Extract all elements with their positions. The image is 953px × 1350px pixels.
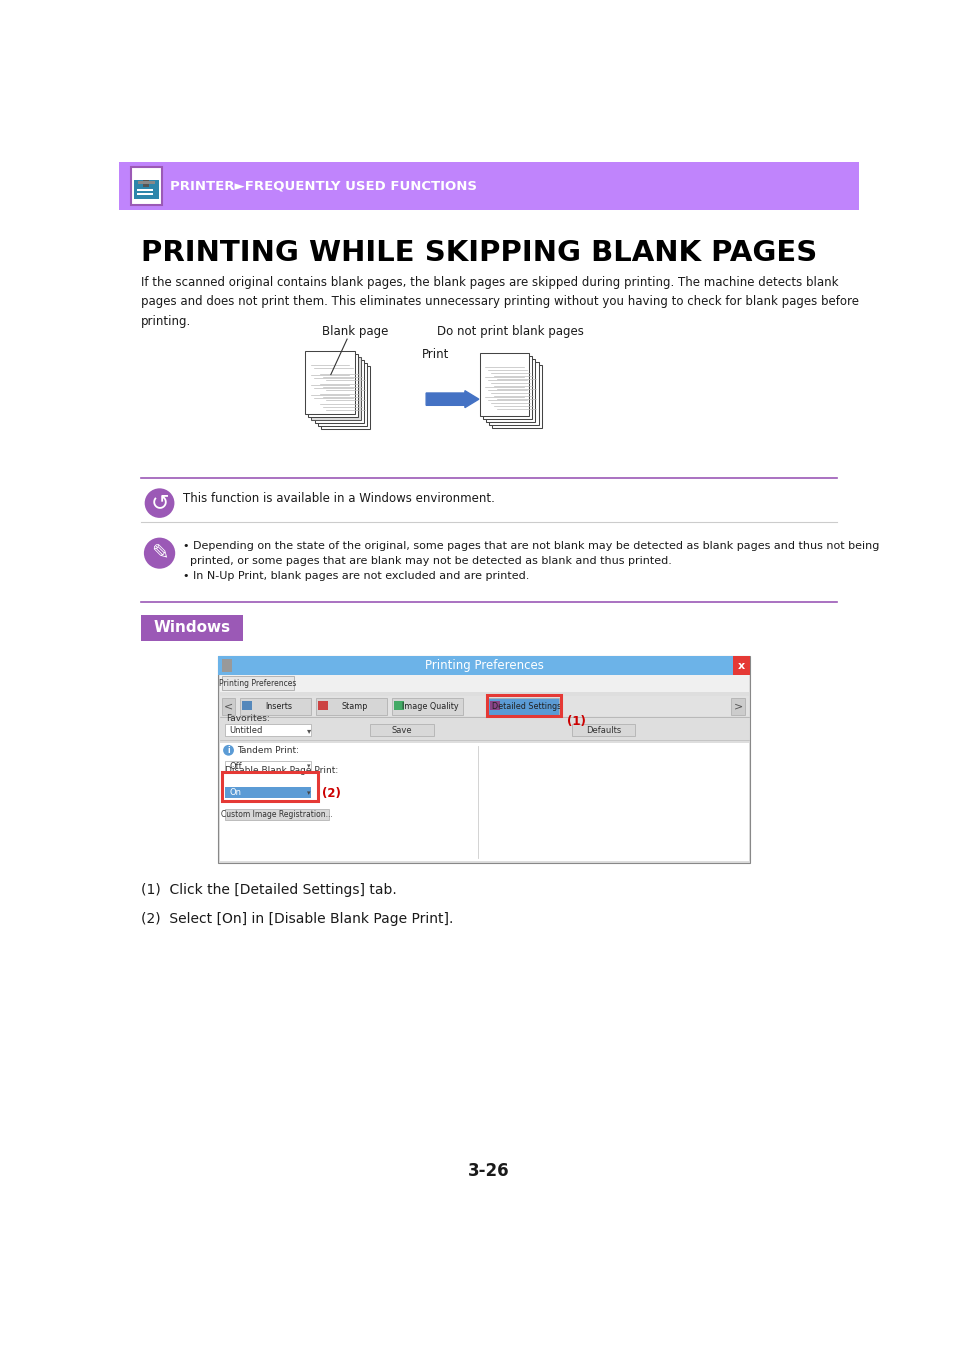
Bar bbox=[311, 356, 360, 420]
Text: i: i bbox=[227, 745, 230, 755]
Bar bbox=[224, 787, 311, 798]
Text: ▾: ▾ bbox=[307, 726, 311, 734]
Text: Printing Preferences: Printing Preferences bbox=[219, 679, 296, 687]
Text: >: > bbox=[733, 702, 742, 711]
Text: If the scanned original contains blank pages, the blank pages are skipped during: If the scanned original contains blank p… bbox=[141, 275, 858, 328]
Text: Defaults: Defaults bbox=[585, 726, 620, 734]
Text: ✎: ✎ bbox=[151, 543, 168, 563]
Bar bbox=[392, 698, 463, 716]
Text: 3-26: 3-26 bbox=[468, 1162, 509, 1180]
Bar bbox=[394, 701, 403, 710]
Bar bbox=[221, 676, 294, 690]
Bar bbox=[119, 162, 858, 209]
Bar bbox=[133, 181, 158, 198]
Text: Blank page: Blank page bbox=[322, 324, 389, 338]
Circle shape bbox=[223, 745, 233, 756]
Bar bbox=[220, 675, 748, 691]
Text: <: < bbox=[224, 702, 233, 711]
Text: ▾: ▾ bbox=[307, 764, 310, 769]
Text: (2): (2) bbox=[322, 787, 341, 801]
Bar bbox=[490, 701, 499, 710]
Bar bbox=[218, 656, 749, 863]
Circle shape bbox=[142, 536, 176, 570]
Text: Favorites:: Favorites: bbox=[226, 714, 270, 722]
Bar bbox=[141, 614, 243, 641]
Bar bbox=[482, 356, 532, 420]
Bar bbox=[221, 698, 235, 716]
Bar bbox=[221, 772, 317, 801]
Bar bbox=[143, 181, 150, 186]
Bar bbox=[131, 166, 162, 205]
Bar bbox=[220, 743, 748, 861]
Bar bbox=[485, 359, 535, 423]
Bar bbox=[242, 701, 252, 710]
Bar bbox=[305, 351, 355, 414]
Text: On: On bbox=[229, 788, 241, 796]
Text: (2)  Select [On] in [Disable Blank Page Print].: (2) Select [On] in [Disable Blank Page P… bbox=[141, 913, 453, 926]
Bar bbox=[318, 701, 328, 710]
Text: ▾: ▾ bbox=[307, 790, 310, 795]
Text: ↺: ↺ bbox=[150, 493, 169, 513]
Bar bbox=[731, 698, 744, 716]
Bar bbox=[308, 354, 357, 417]
Text: Disable Blank Page Print:: Disable Blank Page Print: bbox=[224, 765, 337, 775]
Text: Printing Preferences: Printing Preferences bbox=[424, 659, 543, 672]
Text: Do not print blank pages: Do not print blank pages bbox=[436, 324, 583, 338]
Bar bbox=[732, 656, 749, 675]
Bar bbox=[137, 181, 154, 184]
Bar bbox=[571, 724, 635, 736]
Bar bbox=[488, 698, 558, 716]
Bar bbox=[488, 362, 537, 425]
Text: (1): (1) bbox=[567, 716, 585, 728]
Bar bbox=[320, 366, 370, 429]
Text: PRINTER►FREQUENTLY USED FUNCTIONS: PRINTER►FREQUENTLY USED FUNCTIONS bbox=[171, 180, 476, 192]
Bar bbox=[220, 697, 748, 717]
Bar bbox=[224, 724, 311, 736]
Bar bbox=[137, 193, 152, 196]
Bar bbox=[479, 352, 529, 416]
Circle shape bbox=[143, 487, 175, 520]
Bar bbox=[314, 360, 364, 423]
Bar bbox=[492, 366, 541, 428]
Bar bbox=[317, 363, 367, 427]
Text: Custom Image Registration...: Custom Image Registration... bbox=[220, 810, 332, 818]
Text: Save: Save bbox=[392, 726, 412, 734]
Text: Untitled: Untitled bbox=[229, 726, 262, 734]
Text: PRINTING WHILE SKIPPING BLANK PAGES: PRINTING WHILE SKIPPING BLANK PAGES bbox=[141, 239, 817, 267]
Bar bbox=[370, 724, 434, 736]
Text: • Depending on the state of the original, some pages that are not blank may be d: • Depending on the state of the original… bbox=[183, 541, 879, 582]
Bar bbox=[240, 698, 311, 716]
Text: (1)  Click the [Detailed Settings] tab.: (1) Click the [Detailed Settings] tab. bbox=[141, 883, 396, 896]
Text: This function is available in a Windows environment.: This function is available in a Windows … bbox=[183, 491, 495, 505]
Text: Image Quality: Image Quality bbox=[402, 702, 458, 711]
Bar bbox=[218, 656, 749, 675]
Text: Print: Print bbox=[421, 348, 449, 360]
Bar bbox=[486, 695, 560, 717]
Text: Windows: Windows bbox=[153, 621, 231, 636]
Bar bbox=[224, 809, 328, 819]
Bar bbox=[315, 698, 387, 716]
Text: x: x bbox=[738, 660, 744, 671]
FancyArrow shape bbox=[426, 390, 478, 408]
Bar bbox=[222, 659, 233, 672]
Bar bbox=[224, 761, 311, 772]
Text: Stamp: Stamp bbox=[341, 702, 368, 711]
Text: Detailed Settings: Detailed Settings bbox=[492, 702, 561, 711]
Text: Inserts: Inserts bbox=[265, 702, 292, 711]
Text: Off: Off bbox=[229, 761, 242, 771]
Text: Tandem Print:: Tandem Print: bbox=[236, 745, 298, 755]
Bar bbox=[137, 189, 152, 192]
